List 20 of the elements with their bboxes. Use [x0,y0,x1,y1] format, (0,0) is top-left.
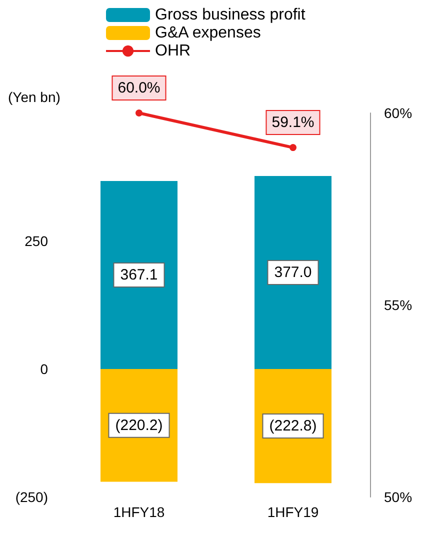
data-label: 60.0% [118,80,160,96]
data-label: 367.1 [120,266,158,284]
data-label: (222.8) [269,418,317,435]
legend-label: OHR [155,42,191,60]
y-tick-label: 0 [40,361,48,377]
data-label: 59.1% [272,114,314,132]
bar [254,176,332,369]
y-tick-label: (250) [15,489,48,505]
y2-tick-label: 50% [384,489,412,505]
legend-label: Gross business profit [155,6,306,24]
legend-label: G&A expenses [155,24,261,42]
y-axis-title: (Yen bn) [8,89,60,105]
y2-tick-label: 60% [384,105,412,121]
y2-tick-label: 55% [384,297,412,313]
data-label: (220.2) [115,416,163,434]
bar [100,181,178,369]
x-tick-label: 1HFY19 [267,504,319,520]
y-tick-label: 250 [24,233,48,249]
data-label: 377.0 [274,264,312,281]
x-tick-label: 1HFY18 [113,504,165,520]
